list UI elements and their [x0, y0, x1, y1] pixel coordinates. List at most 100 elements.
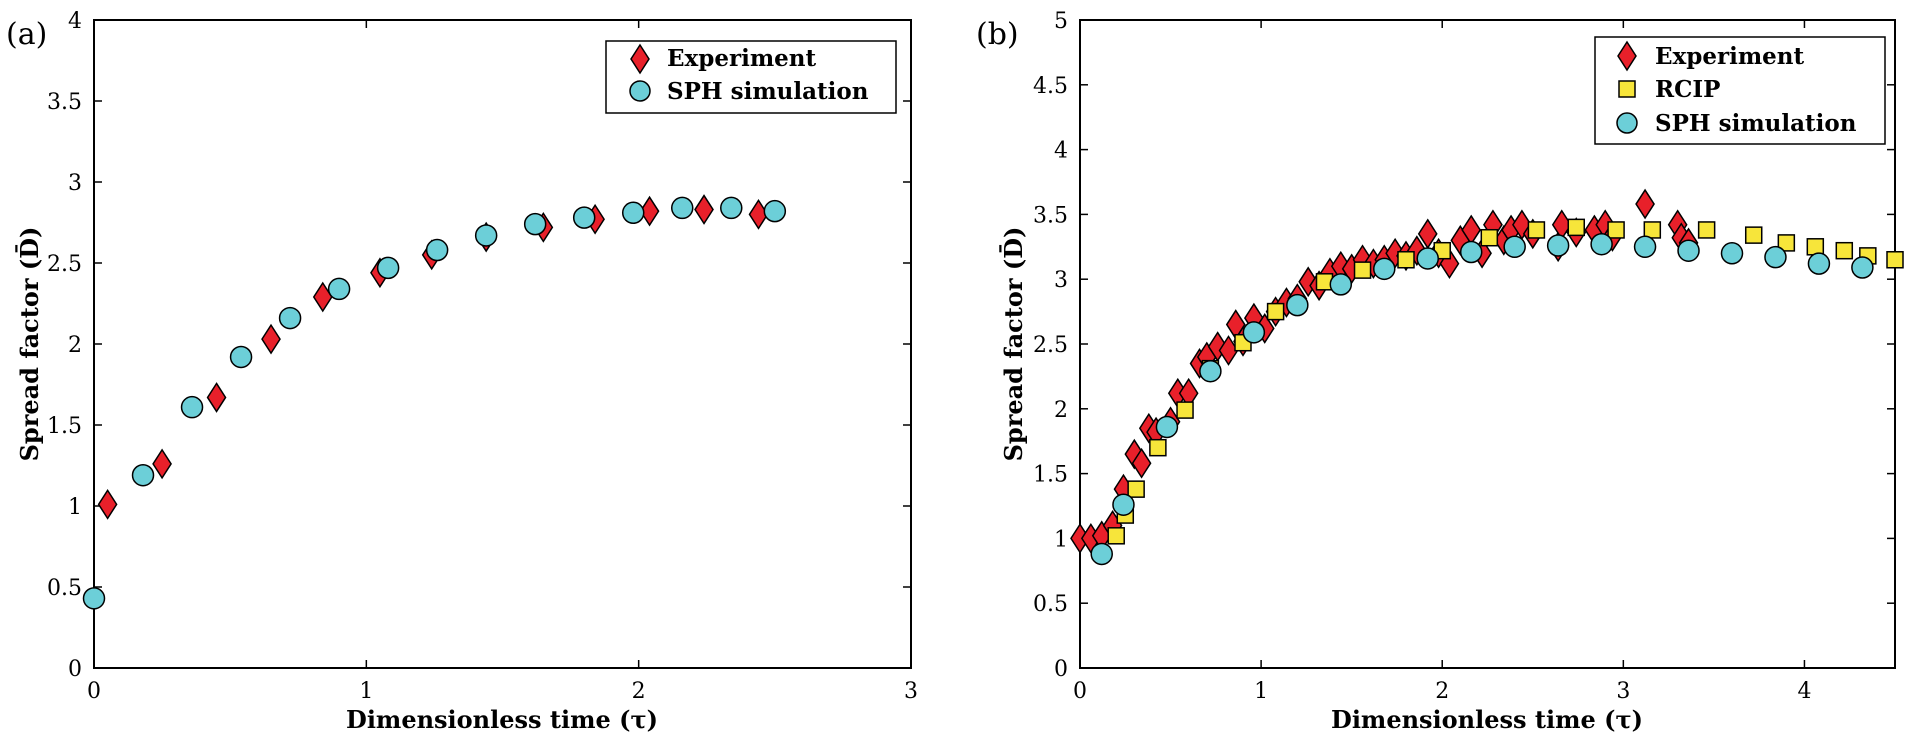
panel-b-label: (b)	[976, 17, 1019, 52]
panel-a-experiment-point	[639, 195, 660, 227]
panel-b-sph-simulation-point	[1090, 542, 1113, 566]
panel-a-sph-simulation-point	[327, 277, 351, 301]
legend-entry-sph-simulation: SPH simulation	[1655, 110, 1857, 137]
panel-a-experiment-point	[97, 488, 118, 520]
panel-b-sph-simulation-point	[1503, 235, 1526, 259]
y-tick-label: 0.5	[1033, 592, 1068, 617]
panel-b-data-points	[1070, 188, 1904, 566]
y-tick-label: 2.5	[47, 252, 82, 277]
panel-a: (a) 0 1 2 3 0 0.5 1 1.5 2 2.5 3 3.5 4 Dimensionless …	[6, 9, 918, 734]
panel-b-x-axis-label: Dimensionless time (τ)	[1331, 705, 1643, 734]
y-tick-label: 1.5	[1033, 463, 1068, 488]
panel-a-experiment-point	[694, 194, 714, 225]
y-tick-label: 1	[68, 495, 82, 520]
y-tick-label: 4.5	[1033, 74, 1068, 99]
panel-b-rcip-point	[1176, 401, 1194, 419]
legend-sph-circle-icon	[1616, 112, 1638, 134]
panel-b-sph-simulation-point	[1286, 293, 1309, 317]
y-tick-label: 1	[1054, 527, 1068, 552]
legend-experiment-diamond-icon	[630, 43, 650, 75]
panel-b-sph-simulation-point	[1764, 245, 1787, 269]
panel-a-plot-frame	[93, 19, 912, 669]
y-tick-label: 1.5	[47, 414, 82, 439]
legend-entry-rcip: RCIP	[1655, 76, 1720, 103]
y-tick-label: 5	[1054, 9, 1068, 34]
panel-a-label: (a)	[6, 17, 47, 52]
panel-a-sph-simulation-point	[278, 306, 302, 330]
y-tick-label: 4	[68, 9, 82, 34]
panel-a-sph-simulation-point	[621, 201, 645, 225]
x-tick-label: 4	[1797, 679, 1811, 704]
y-tick-label: 0	[68, 657, 82, 682]
panel-a-sph-simulation-point	[376, 256, 400, 280]
panel-a-x-axis-label: Dimensionless time (τ)	[346, 705, 658, 734]
panel-a-sph-simulation-point	[670, 196, 694, 220]
panel-b-sph-simulation-point	[1590, 232, 1613, 256]
y-tick-label: 2.5	[1033, 333, 1068, 358]
panel-a-y-axis-label: Spread factor (D̄)	[15, 227, 44, 462]
panel-b-sph-simulation-point	[1329, 273, 1353, 296]
legend-entry-experiment: Experiment	[667, 45, 817, 72]
panel-a-sph-simulation-point	[474, 224, 498, 247]
panel-a-data-points	[82, 194, 787, 610]
panel-b-rcip-point	[1397, 251, 1415, 269]
panel-b-rcip-point	[1527, 221, 1546, 239]
panel-a-experiment-point	[152, 448, 172, 480]
panel-b-rcip-point	[1777, 234, 1796, 252]
panel-b-rcip-point	[1835, 241, 1854, 260]
panel-b-sph-simulation-point	[1199, 359, 1222, 383]
panel-b-rcip-point	[1353, 261, 1372, 279]
x-tick-label: 0	[1073, 679, 1087, 704]
y-tick-label: 0	[1054, 657, 1068, 682]
y-tick-label: 3.5	[47, 90, 82, 115]
legend-entry-sph-simulation: SPH simulation	[667, 78, 869, 105]
panel-a-experiment-point	[206, 382, 227, 413]
panel-a-ticks: 0 1 2 3 0 0.5 1 1.5 2 2.5 3 3.5 4	[47, 9, 918, 704]
x-tick-label: 0	[87, 679, 101, 704]
y-tick-label: 3	[1054, 268, 1068, 293]
panel-b-experiment-point	[1131, 447, 1152, 479]
panel-a-experiment-point	[261, 323, 281, 355]
x-tick-label: 2	[1435, 679, 1449, 704]
x-tick-label: 1	[359, 679, 373, 704]
panel-b-sph-simulation-point	[1633, 235, 1657, 259]
x-tick-label: 1	[1254, 679, 1268, 704]
panel-a-sph-simulation-point	[229, 345, 253, 369]
y-tick-label: 4	[1054, 139, 1068, 164]
x-tick-label: 3	[1616, 679, 1630, 704]
panel-b-legend-box	[1594, 36, 1886, 145]
panel-b-y-axis-label: Spread factor (D̄)	[999, 227, 1028, 462]
panel-b: (b) 0 1 2 3 4 0 0.5 1 1.5 2 2.5 3 3.5 4 4.5 5 Dimension…	[976, 9, 1904, 734]
panel-b-rcip-point	[1567, 218, 1585, 237]
y-tick-label: 0.5	[47, 576, 82, 601]
legend-entry-experiment: Experiment	[1655, 43, 1805, 70]
panel-b-sph-simulation-point	[1459, 240, 1483, 264]
panel-b-rcip-point	[1806, 238, 1825, 256]
panel-b-legend: Experiment RCIP SPH simulation	[1594, 36, 1886, 145]
panel-b-sph-simulation-point	[1851, 256, 1874, 279]
legend-experiment-diamond-icon	[1617, 40, 1637, 72]
panel-b-experiment-point	[1635, 188, 1655, 220]
panel-a-sph-simulation-point	[82, 587, 106, 610]
panel-b-sph-simulation-point	[1416, 247, 1439, 270]
panel-a-legend-box	[605, 40, 897, 114]
panel-b-ticks: 0 1 2 3 4 0 0.5 1 1.5 2 2.5 3 3.5 4 4.5 5	[1033, 9, 1895, 704]
y-tick-label: 3	[68, 171, 82, 196]
panel-b-sph-simulation-point	[1112, 493, 1135, 516]
panel-b-rcip-point	[1744, 226, 1763, 244]
panel-b-rcip-point	[1643, 221, 1662, 239]
panel-a-sph-simulation-point	[572, 206, 596, 229]
x-tick-label: 3	[904, 679, 918, 704]
y-tick-label: 2	[1054, 398, 1068, 423]
legend-rcip-square-icon	[1618, 80, 1636, 98]
panel-b-sph-simulation-point	[1720, 242, 1744, 265]
panel-a-sph-simulation-point	[523, 212, 547, 236]
panel-b-rcip-point	[1607, 221, 1625, 239]
panel-b-rcip-point	[1697, 221, 1716, 239]
panel-b-sph-simulation-point	[1242, 321, 1266, 344]
panel-a-sph-simulation-point	[131, 463, 155, 487]
panel-b-rcip-point	[1480, 228, 1499, 247]
panel-b-rcip-point	[1149, 438, 1167, 457]
panel-b-rcip-point	[1127, 480, 1145, 498]
